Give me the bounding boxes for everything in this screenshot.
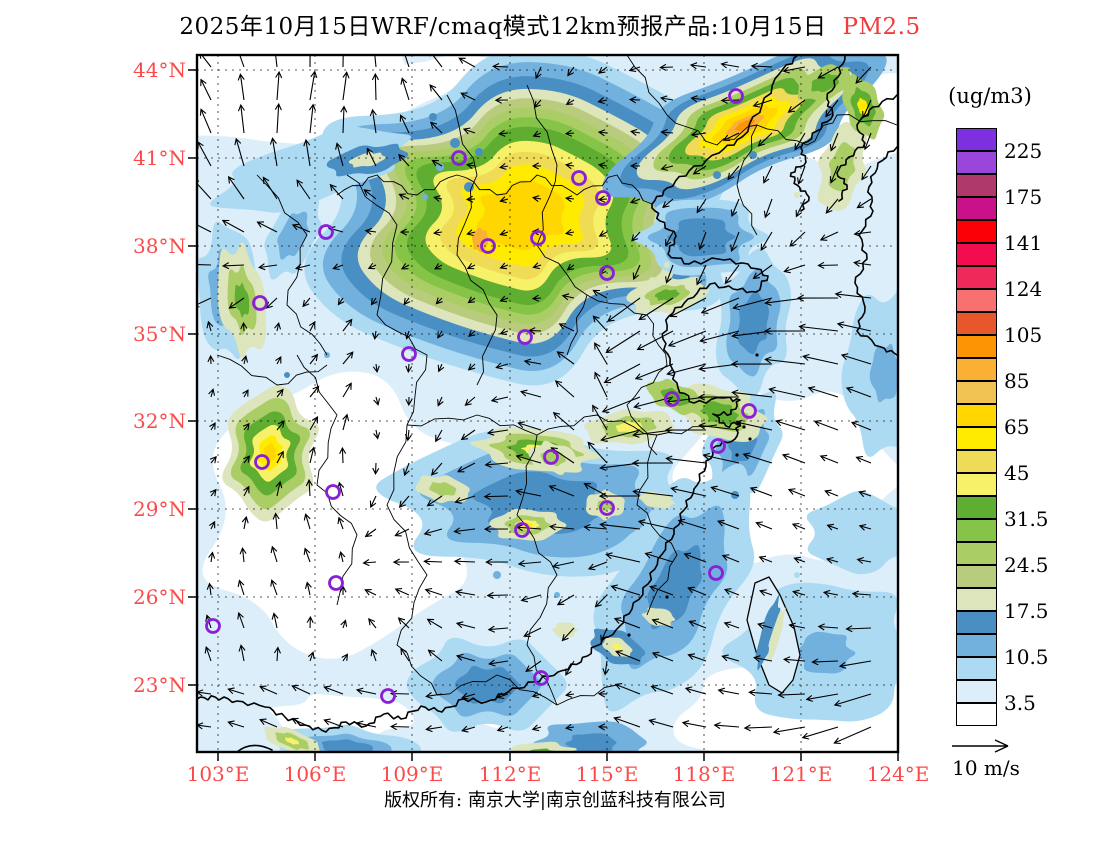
legend-tick-label: 175 — [1004, 185, 1043, 209]
legend-tick-label: 24.5 — [1004, 553, 1049, 577]
copyright-footer: 版权所有: 南京大学|南京创蓝科技有限公司 — [384, 790, 726, 811]
city-marker — [741, 403, 757, 419]
lon-label: 103°E — [186, 762, 250, 786]
legend-band — [956, 680, 997, 703]
legend-band — [956, 657, 997, 680]
lon-label: 112°E — [478, 762, 542, 786]
legend-band — [956, 542, 997, 565]
lat-label: 35°N — [133, 322, 186, 346]
legend-tick-label: 10.5 — [1004, 645, 1049, 669]
city-marker — [451, 150, 467, 166]
lon-label: 106°E — [283, 762, 347, 786]
city-marker — [325, 484, 341, 500]
legend-tick-label: 65 — [1004, 415, 1030, 439]
city-marker — [599, 265, 615, 281]
legend-band — [956, 427, 997, 450]
city-marker — [728, 88, 744, 104]
lat-label: 32°N — [133, 409, 186, 433]
color-scale-legend — [956, 128, 997, 726]
city-markers-layer — [205, 88, 757, 704]
city-marker — [595, 190, 611, 206]
legend-tick-label: 141 — [1004, 231, 1043, 255]
city-marker — [533, 670, 549, 686]
legend-band — [956, 519, 997, 542]
lat-label: 29°N — [133, 497, 186, 521]
legend-band — [956, 335, 997, 358]
legend-band — [956, 381, 997, 404]
legend-tick-label: 17.5 — [1004, 599, 1049, 623]
island-taiwan — [746, 576, 801, 694]
city-marker — [543, 449, 559, 465]
legend-band — [956, 450, 997, 473]
lat-label: 38°N — [133, 234, 186, 258]
legend-tick-label: 105 — [1004, 323, 1043, 347]
legend-band — [956, 634, 997, 657]
city-marker — [571, 170, 587, 186]
axis-ticks-layer — [188, 69, 899, 761]
lon-label: 115°E — [575, 762, 639, 786]
legend-band — [956, 197, 997, 220]
legend-band — [956, 358, 997, 381]
city-marker — [514, 522, 530, 538]
legend-band — [956, 565, 997, 588]
lat-label: 23°N — [133, 673, 186, 697]
city-marker — [205, 618, 221, 634]
pm25-field-layer — [197, 55, 898, 752]
legend-band — [956, 128, 997, 151]
city-marker — [380, 688, 396, 704]
lon-label: 121°E — [769, 762, 833, 786]
legend-tick-label: 124 — [1004, 277, 1043, 301]
lon-label: 109°E — [380, 762, 444, 786]
map-frame — [195, 53, 900, 754]
wind-vectors-layer — [197, 55, 872, 745]
lon-label: 118°E — [672, 762, 736, 786]
legend-tick-label: 31.5 — [1004, 507, 1049, 531]
city-marker — [708, 565, 724, 581]
city-marker — [328, 575, 344, 591]
legend-band — [956, 611, 997, 634]
legend-tick-label: 225 — [1004, 139, 1043, 163]
legend-band — [956, 289, 997, 312]
legend-band — [956, 243, 997, 266]
lon-label: 124°E — [866, 762, 930, 786]
legend-tick-label: 45 — [1004, 461, 1030, 485]
city-marker — [517, 329, 533, 345]
legend-band — [956, 588, 997, 611]
title-text: 2025年10月15日WRF/cmaq模式12km预报产品:10月15日 — [179, 14, 827, 40]
legend-tick-label: 85 — [1004, 369, 1030, 393]
legend-band — [956, 220, 997, 243]
forecast-map-canvas — [188, 53, 900, 761]
legend-band — [956, 404, 997, 427]
legend-band — [956, 174, 997, 197]
city-marker — [254, 454, 270, 470]
legend-band — [956, 496, 997, 519]
city-marker — [401, 346, 417, 362]
city-marker — [318, 224, 334, 240]
legend-band — [956, 312, 997, 335]
legend-band — [956, 151, 997, 174]
title-pollutant-label: PM2.5 — [842, 14, 921, 40]
coastline-layer — [196, 54, 898, 753]
legend-unit-label: (ug/m3) — [948, 84, 1032, 108]
wind-reference-label: 10 m/s — [952, 756, 1020, 780]
city-marker — [252, 295, 268, 311]
lat-label: 26°N — [133, 585, 186, 609]
legend-band — [956, 266, 997, 289]
page-title: 2025年10月15日WRF/cmaq模式12km预报产品:10月15日 PM2.… — [90, 7, 1010, 41]
legend-band — [956, 703, 997, 726]
city-marker — [480, 238, 496, 254]
lat-label: 41°N — [133, 146, 186, 170]
legend-tick-label: 3.5 — [1004, 691, 1036, 715]
city-marker — [599, 500, 615, 516]
wind-reference-arrow-icon — [952, 739, 1009, 753]
city-marker — [530, 230, 546, 246]
legend-band — [956, 473, 997, 496]
city-marker — [664, 391, 680, 407]
city-marker — [710, 438, 726, 454]
lat-label: 44°N — [133, 58, 186, 82]
